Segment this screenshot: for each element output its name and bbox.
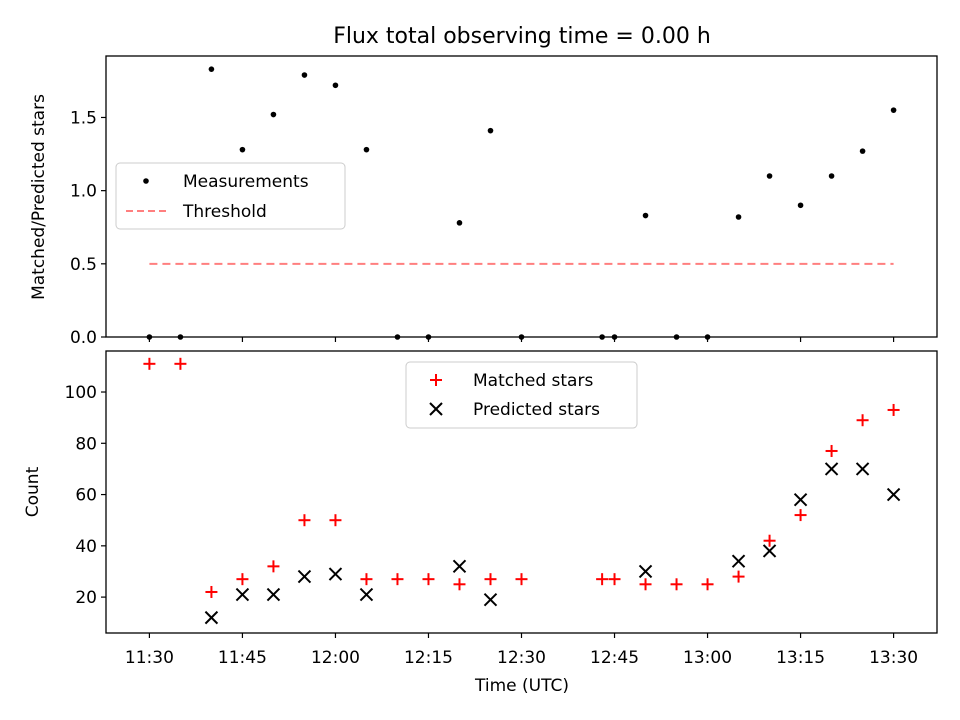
- x-tick-label: 12:30: [497, 648, 546, 668]
- bottom-y-tick-label: 60: [75, 486, 97, 506]
- legend-measurements-label: Measurements: [183, 172, 309, 192]
- measurement-point: [766, 173, 773, 179]
- matched-star-point: [205, 585, 218, 598]
- chart-title: Flux total observing time = 0.00 h: [333, 24, 711, 49]
- legend-matched-label: Matched stars: [473, 371, 593, 391]
- bottom-legend-box: [405, 361, 638, 429]
- matched-star-point: [887, 403, 900, 416]
- x-tick-label: 12:15: [404, 648, 453, 668]
- predicted-star-point: [204, 610, 219, 625]
- matched-star-point: [701, 578, 714, 591]
- predicted-star-point: [638, 564, 653, 579]
- matched-star-point: [391, 573, 404, 586]
- bottom-y-tick-label: 20: [75, 588, 97, 608]
- bottom-y-tick-label: 40: [75, 537, 97, 557]
- measurement-point: [363, 146, 370, 153]
- top-y-tick-label: 0.0: [70, 328, 97, 348]
- top-y-tick-label: 1.5: [70, 108, 97, 128]
- predicted-star-point: [328, 567, 343, 581]
- matched-star-point: [267, 560, 280, 573]
- top-y-ticks: 0.0 0.5 1.0 1.5: [70, 108, 106, 348]
- x-tick-label: 13:00: [683, 648, 732, 668]
- matched-star-point: [422, 573, 435, 586]
- matched-star-point: [143, 357, 156, 370]
- measurement-point: [797, 202, 804, 209]
- matched-star-point: [484, 573, 497, 586]
- top-y-tick-label: 0.5: [70, 255, 97, 275]
- bottom-legend: Matched stars Predicted stars: [405, 361, 638, 429]
- top-y-axis-label: Matched/Predicted stars: [29, 94, 49, 300]
- top-panel: Flux total observing time = 0.00 h Match…: [29, 24, 938, 348]
- measurement-point: [828, 173, 835, 179]
- x-axis-label: Time (UTC): [474, 676, 569, 696]
- top-x-ticks: [148, 337, 895, 342]
- x-tick-label: 11:30: [125, 648, 174, 668]
- predicted-star-point: [731, 554, 746, 568]
- matched-star-point: [639, 578, 652, 591]
- measurement-point: [859, 148, 866, 154]
- x-tick-label: 13:15: [776, 648, 825, 668]
- x-tick-label: 12:00: [311, 648, 360, 668]
- measurement-point: [642, 212, 649, 219]
- bottom-plot-area: [143, 357, 901, 625]
- top-legend: Measurements Threshold: [115, 162, 346, 230]
- measurement-point: [270, 111, 277, 118]
- measurement-point: [487, 127, 494, 134]
- legend-predicted-label: Predicted stars: [473, 400, 600, 420]
- matched-star-point: [515, 573, 528, 586]
- matched-star-point: [670, 578, 683, 591]
- matched-star-point: [236, 573, 249, 586]
- measurement-point: [332, 82, 339, 89]
- matched-star-point: [596, 573, 609, 586]
- predicted-star-point: [297, 569, 312, 584]
- legend-threshold-label: Threshold: [182, 202, 267, 222]
- top-legend-box: [115, 162, 346, 230]
- measurement-point: [735, 214, 742, 220]
- predicted-star-point: [762, 544, 777, 558]
- predicted-star-point: [266, 587, 281, 602]
- top-y-tick-label: 1.0: [70, 182, 97, 202]
- matched-star-point: [608, 573, 621, 586]
- matched-star-point: [174, 357, 187, 370]
- matched-star-point: [856, 414, 869, 427]
- legend-matched-marker: [430, 374, 442, 386]
- bottom-y-axis-label: Count: [23, 466, 43, 517]
- matched-star-point: [360, 573, 373, 586]
- matched-star-point: [825, 444, 838, 457]
- predicted-star-point: [793, 492, 808, 507]
- predicted-star-point: [886, 487, 901, 502]
- measurement-point: [890, 107, 897, 113]
- matched-star-point: [732, 570, 745, 583]
- predicted-star-point: [824, 462, 839, 476]
- bottom-y-ticks: 20 40 60 80 100: [65, 383, 106, 608]
- x-tick-label: 11:45: [218, 648, 267, 668]
- bottom-y-tick-label: 80: [75, 434, 97, 454]
- matched-star-point: [794, 509, 807, 522]
- predicted-star-point: [483, 592, 498, 607]
- measurement-point: [239, 146, 246, 153]
- predicted-star-point: [235, 587, 250, 602]
- matched-star-point: [453, 578, 466, 591]
- x-tick-label: 12:45: [590, 648, 639, 668]
- x-tick-label: 13:30: [869, 648, 918, 668]
- measurement-point: [456, 220, 463, 226]
- bottom-y-tick-label: 100: [65, 383, 97, 403]
- matched-star-point: [298, 514, 311, 527]
- predicted-star-point: [452, 559, 467, 574]
- matched-star-point: [329, 514, 342, 527]
- measurement-point: [208, 66, 215, 72]
- legend-measurements-marker: [143, 178, 149, 184]
- measurement-point: [301, 72, 308, 78]
- predicted-star-point: [855, 462, 870, 476]
- legend-predicted-marker: [429, 402, 443, 416]
- predicted-star-point: [359, 587, 374, 602]
- matched-star-point: [763, 534, 776, 547]
- bottom-x-ticks: 11:30 11:45 12:00 12:15 12:30 12:45 13:00 13:15…: [125, 633, 918, 668]
